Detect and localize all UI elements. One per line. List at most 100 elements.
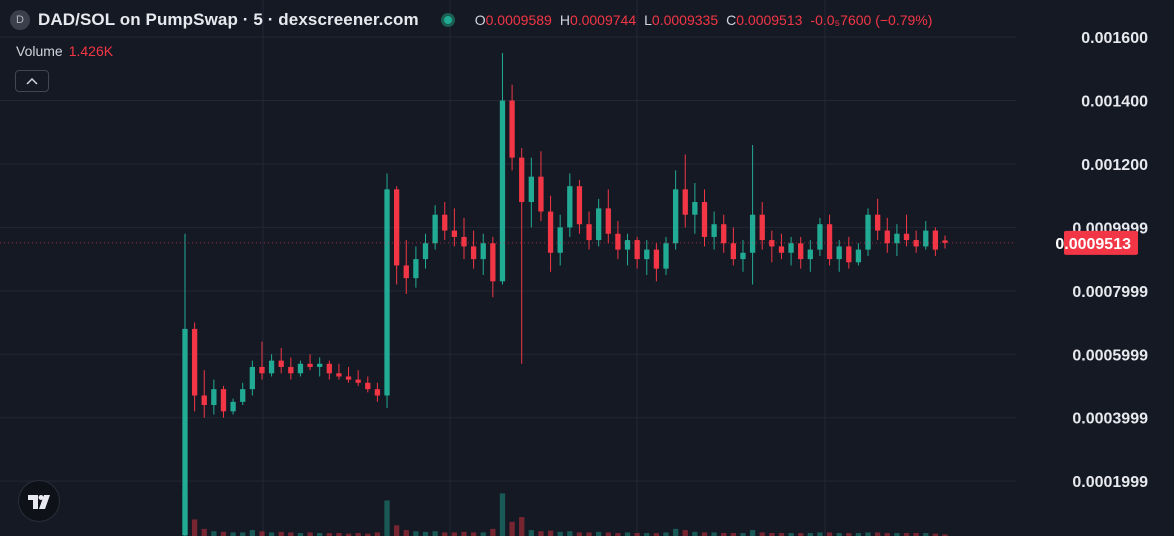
candle-body (230, 401, 236, 412)
candle-body (519, 157, 525, 203)
y-tick-label: 0.001400 (1081, 94, 1148, 111)
candle-body (538, 176, 544, 212)
volume-bar (480, 532, 486, 536)
chevron-icon (26, 77, 38, 85)
candle-body (730, 243, 736, 260)
volume-bar (817, 532, 823, 536)
volume-bar (336, 533, 342, 536)
candle-body (855, 249, 862, 263)
low-key: L (644, 12, 652, 28)
volume-bar (201, 528, 207, 536)
volume-bar (682, 530, 688, 536)
candle-body (634, 240, 640, 260)
volume-bar (326, 533, 332, 536)
volume-bar (490, 528, 496, 536)
candle-body (596, 208, 602, 241)
candle-body (422, 243, 429, 260)
volume-bar (855, 533, 862, 536)
candle-body (288, 366, 294, 374)
candle-body (701, 202, 708, 237)
volume-bar (451, 532, 458, 536)
volume-bar (461, 531, 467, 536)
legend-header: D DAD/SOL on PumpSwap · 5 · dexscreener.… (10, 10, 932, 30)
volume-bar (672, 528, 679, 536)
candle-body (846, 246, 852, 263)
volume-bar (644, 533, 650, 536)
volume-bar (846, 533, 852, 536)
volume-bar (923, 533, 929, 536)
volume-bar (355, 533, 361, 536)
candle-body (817, 224, 823, 250)
collapse-button[interactable] (15, 70, 49, 92)
candle-body (509, 100, 515, 158)
candle-body (220, 389, 227, 412)
candle-body (942, 240, 948, 243)
high-value: 0.0009744 (569, 12, 637, 28)
volume-bar (798, 533, 804, 536)
high-key: H (559, 12, 570, 28)
change-value: -0.0₅7600 (−0.79%) (810, 12, 933, 28)
volume-bar (605, 532, 611, 536)
y-tick-label: 0.0003999 (1072, 411, 1148, 428)
candle-body (682, 189, 688, 215)
candle-body (403, 265, 409, 279)
candle-body (884, 230, 890, 244)
candle-body (923, 230, 929, 247)
candle-body (451, 230, 458, 237)
volume-bar (932, 533, 939, 536)
candle-body (307, 363, 313, 367)
candle-body (201, 395, 207, 406)
candle-body (365, 382, 371, 390)
candle-body (615, 233, 621, 250)
candle-body (672, 189, 679, 244)
candle-body (490, 243, 496, 282)
candle-body (547, 211, 554, 253)
candle-body (557, 227, 563, 253)
volume-bar (547, 530, 554, 536)
logo-icon (28, 495, 50, 509)
candle-body (653, 249, 660, 269)
candle-body (442, 214, 448, 231)
candle-body (249, 366, 255, 390)
ohlc-values: O0.0009589 H0.0009744 L0.0009335 C0.0009… (475, 12, 933, 28)
volume-legend: Volume 1.426K (16, 43, 113, 59)
volume-bar (884, 533, 890, 536)
candle-body (798, 243, 804, 260)
candle-body (567, 186, 573, 228)
candle-body (778, 246, 785, 253)
y-tick-label: 0.0007999 (1072, 284, 1148, 301)
candle-body (865, 214, 871, 250)
volume-bar (307, 532, 313, 536)
volume-bar (663, 532, 669, 536)
volume-bar (538, 531, 544, 536)
candle-body (932, 230, 939, 250)
volume-bar (297, 533, 304, 536)
volume-bar (317, 533, 323, 536)
volume-bar (903, 533, 910, 536)
volume-bar (740, 533, 746, 536)
volume-bar (384, 500, 390, 536)
volume-bar (365, 533, 371, 536)
candle-body (182, 328, 188, 536)
volume-bar (509, 521, 515, 536)
volume-bar (634, 533, 640, 536)
candle-body (336, 373, 342, 377)
tradingview-logo[interactable] (18, 480, 60, 522)
candle-body (191, 328, 198, 396)
candle-body (788, 243, 794, 253)
volume-bar (567, 531, 573, 536)
volume-bar (615, 533, 621, 536)
candle-body (721, 224, 727, 244)
volume-bar (249, 530, 255, 536)
candle-body (326, 363, 332, 374)
candle-body (644, 249, 650, 260)
volume-bar (721, 533, 727, 536)
candle-body (480, 243, 486, 260)
volume-label: Volume (16, 43, 63, 59)
volume-bar (836, 533, 842, 536)
volume-bar (865, 532, 871, 536)
candle-body (875, 214, 881, 231)
volume-bar (913, 533, 919, 536)
volume-bar (826, 532, 833, 536)
